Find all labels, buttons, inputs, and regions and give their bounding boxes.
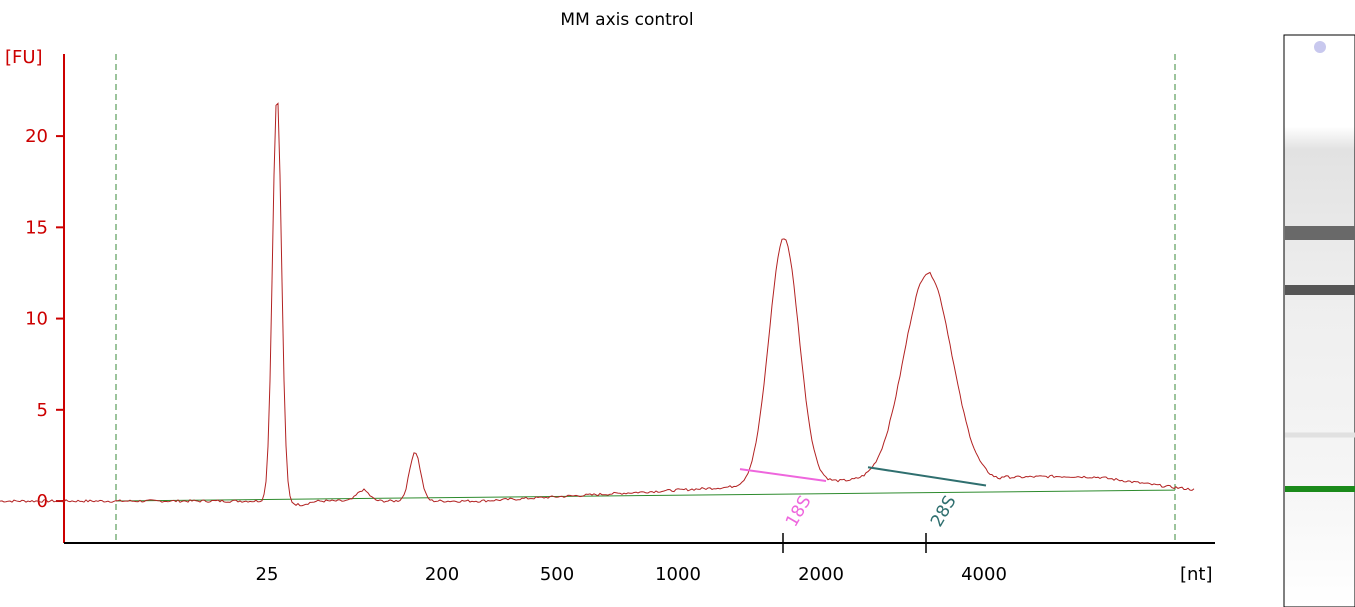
peak-18s-integration <box>739 468 827 482</box>
x-tick-label: 500 <box>540 564 574 585</box>
y-axis-unit: [FU] <box>5 47 43 68</box>
peak-28s-integration <box>867 466 987 487</box>
x-tick-label: 25 <box>256 564 279 585</box>
baseline <box>115 489 1176 502</box>
x-ticks: 25 200 500 1000 2000 4000 <box>256 564 1007 585</box>
well-icon <box>1314 41 1326 53</box>
x-tick-label: 1000 <box>655 564 701 585</box>
gel-band-middle <box>1285 285 1355 295</box>
peak-18s-label: 18S <box>782 492 816 530</box>
gel-lane-image <box>1283 34 1355 607</box>
x-tick-label: 4000 <box>961 564 1007 585</box>
y-tick-label: 5 <box>37 400 48 421</box>
electropherogram-trace <box>0 102 1195 507</box>
gel-bands <box>1285 226 1355 492</box>
x-axis-unit: [nt] <box>1180 564 1213 585</box>
gel-band-marker <box>1285 486 1355 492</box>
y-tick-label: 10 <box>25 309 48 330</box>
y-tick-label: 20 <box>25 126 48 147</box>
chart-title: MM axis control <box>560 10 693 30</box>
y-tick-label: 15 <box>25 217 48 238</box>
x-tick-label: 2000 <box>798 564 844 585</box>
x-tick-label: 200 <box>425 564 459 585</box>
peak-28s-label: 28S <box>927 492 961 530</box>
gel-band-lower <box>1285 432 1355 438</box>
gel-band-upper <box>1285 226 1355 240</box>
